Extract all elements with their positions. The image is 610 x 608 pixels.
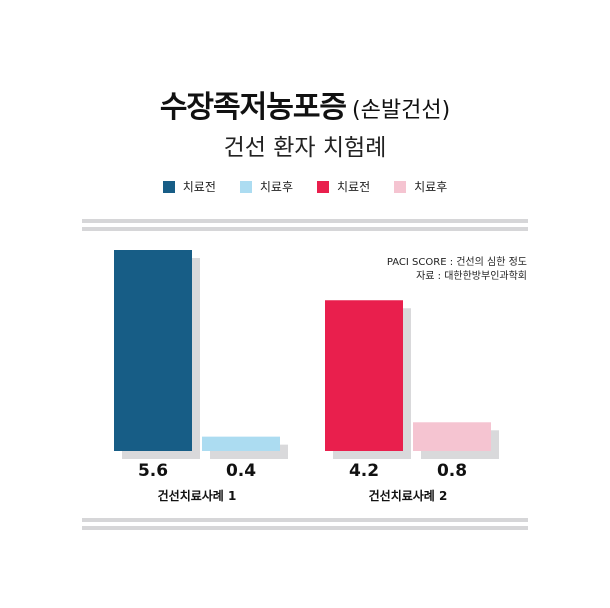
note-score: PACI SCORE : 건선의 심한 정도 bbox=[386, 257, 527, 268]
divider-bottom-2 bbox=[82, 526, 528, 530]
bar-value-label: 0.8 bbox=[437, 461, 467, 481]
group-label: 건선치료사례 1 bbox=[158, 488, 237, 503]
divider-top-1 bbox=[82, 219, 528, 223]
chart-subtitle: 건선 환자 치험례 bbox=[223, 135, 387, 161]
divider-bottom-1 bbox=[82, 518, 528, 522]
legend-item: 치료전 bbox=[162, 178, 216, 195]
legend-swatch bbox=[239, 180, 252, 193]
legend-label: 치료후 bbox=[259, 180, 293, 194]
bar bbox=[325, 300, 403, 451]
bar-value-label: 4.2 bbox=[349, 461, 379, 481]
title-paren: (손발건선) bbox=[352, 98, 451, 123]
legend-swatch bbox=[162, 180, 175, 193]
bar bbox=[114, 250, 192, 451]
legend-label: 치료후 bbox=[414, 180, 448, 194]
bar bbox=[202, 436, 280, 451]
bar-value-label: 0.4 bbox=[226, 461, 256, 481]
chart-title: 수장족저농포증 (손발건선) bbox=[0, 82, 610, 126]
legend-item: 치료후 bbox=[394, 178, 447, 195]
legend: 치료전 치료후 치료전 치료후 bbox=[0, 178, 610, 195]
note-source: 자료 : 대한한방부인과학회 bbox=[416, 271, 527, 282]
title-main: 수장족저농포증 bbox=[159, 90, 347, 125]
group-label: 건선치료사례 2 bbox=[369, 488, 448, 503]
legend-label: 치료전 bbox=[337, 180, 371, 194]
bar-value-label: 5.6 bbox=[138, 461, 168, 481]
legend-swatch bbox=[317, 180, 329, 193]
divider-top-2 bbox=[82, 227, 528, 231]
legend-item: 치료전 bbox=[317, 178, 370, 195]
legend-label: 치료전 bbox=[182, 180, 216, 194]
legend-item: 치료후 bbox=[239, 178, 293, 195]
legend-swatch bbox=[394, 180, 407, 193]
bar bbox=[413, 422, 491, 451]
